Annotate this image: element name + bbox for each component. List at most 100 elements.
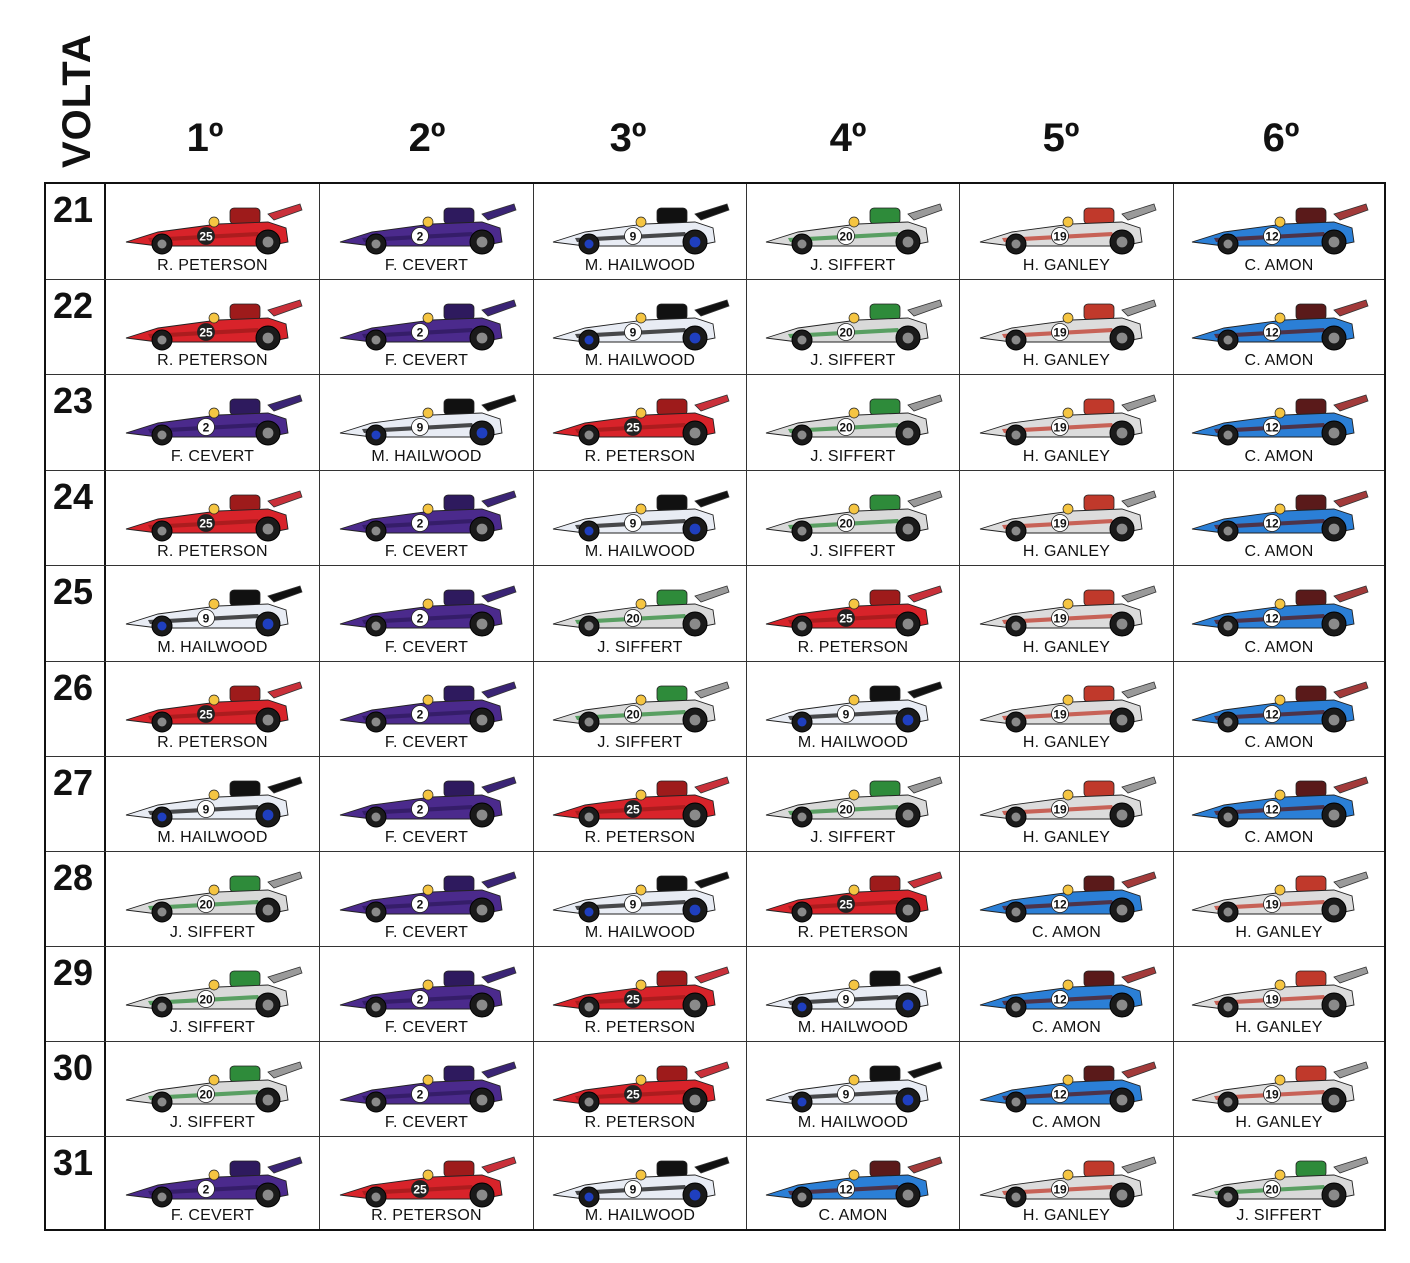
car-front-wheel-hub	[371, 717, 380, 727]
driver-name: C. AMON	[818, 1207, 888, 1224]
position-cell: 25 R. PETERSON	[747, 852, 960, 946]
car-rear-wheel-hub	[689, 904, 701, 916]
car-airbox	[1295, 207, 1327, 225]
position-header-5: 5º	[1042, 116, 1080, 160]
car-rear-wheel-hub	[476, 427, 487, 439]
car-number-label: 25	[839, 612, 853, 626]
car-driver-helmet	[1062, 1074, 1073, 1086]
driver-name: R. PETERSON	[584, 448, 696, 465]
car-number-label: 9	[843, 708, 850, 722]
car-number-label: 9	[630, 898, 637, 912]
driver-name: M. HAILWOOD	[157, 639, 268, 656]
car-front-wheel-hub	[1011, 1192, 1020, 1202]
race-car-icon: 19	[979, 299, 1157, 351]
car-number-label: 20	[626, 708, 640, 722]
position-cell: 12 C. AMON	[1174, 757, 1384, 851]
car-driver-helmet	[1062, 312, 1073, 324]
car-number-label: 25	[626, 1088, 640, 1102]
car-front-wheel-hub	[371, 239, 380, 249]
car-number-roundel	[410, 1085, 429, 1103]
race-car-icon: 19	[1191, 871, 1369, 923]
car-number-roundel	[1050, 227, 1069, 245]
car-airbox	[1295, 398, 1327, 416]
car-number-label: 20	[839, 421, 853, 435]
driver-name: C. AMON	[1244, 257, 1314, 274]
position-cell: 19 H. GANLEY	[960, 280, 1174, 374]
car-rear-wing	[1120, 871, 1157, 889]
car-airbox	[1083, 970, 1114, 988]
car-driver-helmet	[848, 1169, 860, 1181]
race-car-icon: 25	[125, 299, 303, 351]
driver-name: M. HAILWOOD	[584, 543, 696, 560]
car-number-label: 25	[626, 993, 640, 1007]
driver-name: R. PETERSON	[157, 734, 268, 751]
car-driver-helmet	[422, 789, 433, 801]
lap-number: 21	[53, 189, 94, 230]
car-number-roundel	[837, 418, 855, 436]
position-cell: 20 J. SIFFERT	[1174, 1137, 1384, 1229]
car-rear-wing	[266, 1061, 303, 1079]
car-number-roundel	[1263, 609, 1281, 627]
position-cell: 9 M. HAILWOOD	[747, 947, 960, 1041]
driver-name: R. PETERSON	[584, 1114, 696, 1131]
car-front-wheel-hub	[371, 335, 380, 345]
car-rear-wing	[480, 871, 517, 889]
position-cell: 2 F. CEVERT	[320, 662, 534, 756]
car-airbox	[869, 207, 901, 225]
race-car-icon: 25	[552, 776, 730, 828]
race-car-icon: 9	[125, 585, 303, 637]
car-driver-helmet	[422, 979, 433, 991]
car-rear-wing	[694, 966, 730, 984]
driver-name: M. HAILWOOD	[584, 257, 696, 274]
car-number-label: 12	[1265, 230, 1279, 244]
car-rear-wheel-hub	[262, 332, 273, 344]
car-rear-wheel-hub	[1116, 714, 1127, 726]
driver-name: M. HAILWOOD	[584, 1207, 696, 1224]
race-car-icon: 2	[339, 1061, 517, 1113]
car-front-wheel-hub	[371, 1002, 380, 1012]
position-cell: 9 M. HAILWOOD	[534, 184, 747, 279]
position-header-row: 1º 2º 3º 4º 5º 6º	[105, 110, 1386, 166]
car-number-label: 12	[1053, 993, 1067, 1007]
race-car-icon: 9	[765, 681, 943, 733]
position-cell: 19 H. GANLEY	[960, 566, 1174, 661]
car-front-wheel-hub	[1223, 526, 1233, 536]
driver-name: M. HAILWOOD	[157, 829, 268, 846]
car-airbox	[869, 589, 901, 607]
car-airbox	[1295, 494, 1327, 512]
car-number-roundel	[1263, 1180, 1281, 1198]
position-cell: 12 C. AMON	[960, 1042, 1174, 1136]
car-rear-wheel-hub	[902, 999, 914, 1011]
car-airbox	[1083, 875, 1114, 893]
position-cell: 12 C. AMON	[960, 947, 1174, 1041]
position-cell: 19 H. GANLEY	[960, 184, 1174, 279]
car-number-roundel	[196, 895, 215, 913]
race-car-icon: 19	[979, 776, 1157, 828]
driver-name: R. PETERSON	[157, 257, 268, 274]
driver-name: R. PETERSON	[371, 1207, 482, 1224]
car-rear-wheel-hub	[689, 999, 701, 1011]
driver-name: J. SIFFERT	[597, 639, 683, 656]
car-number-roundel	[837, 514, 855, 532]
lap-number: 24	[53, 476, 94, 517]
car-rear-wheel-hub	[476, 809, 487, 821]
position-cell: 19 H. GANLEY	[1174, 852, 1384, 946]
car-rear-wheel-hub	[902, 523, 914, 535]
race-car-icon: 12	[979, 871, 1157, 923]
lap-row: 27 9 M. HAILWOOD 2 F. CEVERT 25 R. PETERSON 20 J…	[46, 757, 1384, 852]
race-car-icon: 2	[339, 203, 517, 255]
driver-name: F. CEVERT	[384, 352, 469, 369]
car-rear-wing	[694, 776, 730, 794]
driver-name: M. HAILWOOD	[584, 352, 696, 369]
car-number-label: 9	[630, 517, 637, 531]
car-driver-helmet	[422, 598, 433, 610]
driver-name: H. GANLEY	[1022, 1207, 1111, 1224]
car-rear-wheel-hub	[1328, 523, 1340, 535]
car-airbox	[656, 970, 688, 988]
car-airbox	[869, 1065, 901, 1083]
car-airbox	[1083, 1065, 1114, 1083]
car-front-wheel-hub	[1223, 907, 1233, 917]
car-airbox	[443, 685, 474, 703]
car-front-wheel-hub	[157, 717, 166, 727]
car-number-roundel	[410, 227, 429, 245]
